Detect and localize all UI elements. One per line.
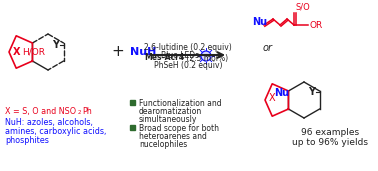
Text: phosphites: phosphites	[5, 136, 49, 145]
Text: simultaneously: simultaneously	[139, 115, 197, 124]
Text: or: or	[263, 43, 273, 53]
Text: Nu: Nu	[252, 17, 267, 27]
Text: X = S, O and NSO: X = S, O and NSO	[5, 107, 76, 116]
Text: 2: 2	[78, 110, 82, 115]
Bar	[130, 125, 135, 130]
Circle shape	[201, 51, 211, 61]
Text: heteroarenes and: heteroarenes and	[139, 132, 207, 141]
Text: (2.5 mol%): (2.5 mol%)	[184, 54, 228, 62]
Text: 96 examples: 96 examples	[301, 128, 359, 137]
Text: amines, carboxylic acids,: amines, carboxylic acids,	[5, 127, 106, 136]
Text: Nu: Nu	[274, 88, 289, 98]
Text: up to 96% yields: up to 96% yields	[292, 138, 368, 147]
Text: S/O: S/O	[295, 2, 310, 11]
Text: OR: OR	[309, 21, 322, 30]
Text: dearomatization: dearomatization	[139, 107, 202, 116]
Text: nucelophiles: nucelophiles	[139, 140, 187, 149]
Text: H/OR: H/OR	[22, 48, 45, 56]
Text: X: X	[269, 93, 276, 103]
Text: 2,6-lutidine (0.2 equiv): 2,6-lutidine (0.2 equiv)	[144, 43, 232, 51]
Text: +: +	[112, 44, 124, 60]
Text: PhSeH (0.2 equiv): PhSeH (0.2 equiv)	[154, 62, 222, 70]
Bar	[130, 100, 135, 105]
Text: Broad scope for both: Broad scope for both	[139, 124, 219, 133]
Text: Y: Y	[51, 40, 59, 50]
Text: NuH: azoles, alcohols,: NuH: azoles, alcohols,	[5, 118, 93, 127]
Text: Functionalization and: Functionalization and	[139, 99, 222, 108]
Text: NuH: NuH	[130, 47, 156, 57]
Text: Ph: Ph	[82, 107, 92, 116]
Text: Y: Y	[308, 87, 314, 97]
Text: Blue LEDs: Blue LEDs	[161, 50, 199, 60]
Text: X: X	[13, 47, 20, 57]
Text: Mes-Acr4: Mes-Acr4	[144, 54, 184, 62]
